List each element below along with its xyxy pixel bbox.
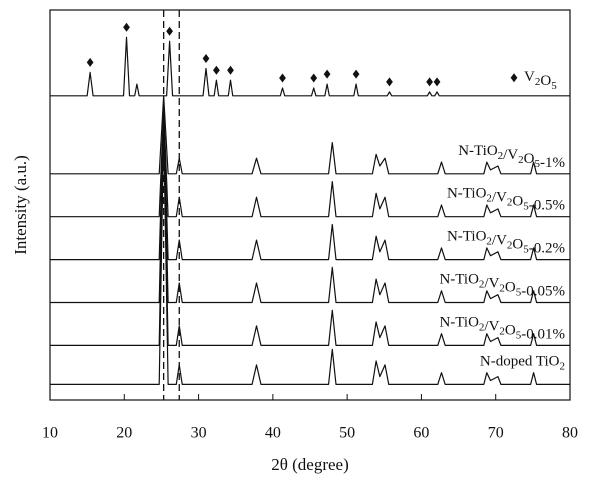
x-tick-label: 20	[116, 425, 132, 442]
phase-marker	[426, 77, 433, 87]
phase-marker	[213, 65, 220, 75]
phase-marker	[202, 54, 210, 63]
x-tick-label: 40	[265, 425, 281, 442]
series-label: N-doped TiO2	[480, 354, 565, 372]
plot-frame	[49, 9, 571, 401]
series-label: N-TiO2/V2O5-0.2%	[447, 229, 565, 257]
phase-marker	[227, 65, 234, 75]
phase-marker	[310, 73, 318, 83]
xrd-trace	[50, 118, 570, 346]
xrd-trace	[50, 106, 570, 218]
phase-marker	[166, 26, 173, 36]
x-tick-label: 70	[488, 425, 504, 442]
y-axis-title: Intensity (a.u.)	[11, 155, 30, 255]
xrd-trace	[50, 114, 570, 304]
x-tick-label: 80	[562, 425, 578, 442]
series-label: N-TiO2/V2O5-0.5%	[447, 186, 565, 214]
series-label: N-TiO2/V2O5-0.05%	[439, 272, 565, 300]
phase-marker	[433, 77, 441, 87]
x-tick-label: 30	[191, 425, 207, 442]
series-label: N-TiO2/V2O5-1%	[458, 143, 565, 171]
phase-marker	[279, 73, 286, 83]
phase-marker	[352, 69, 360, 79]
phase-marker	[386, 77, 393, 87]
x-tick-label: 10	[42, 425, 58, 442]
series-label: N-TiO2/V2O5-0.01%	[439, 315, 565, 343]
phase-marker	[323, 69, 331, 79]
phase-marker	[123, 22, 130, 32]
xrd-trace	[50, 95, 570, 175]
xrd-trace	[50, 110, 570, 261]
phase-marker	[86, 57, 94, 67]
series-label: V2O5	[524, 69, 557, 91]
legend-marker	[510, 73, 518, 83]
x-tick-label: 50	[339, 425, 355, 442]
x-tick-label: 60	[413, 425, 429, 442]
xrd-trace	[50, 126, 570, 385]
x-axis-title: 2θ (degree)	[271, 455, 349, 474]
xrd-trace	[50, 36, 570, 97]
